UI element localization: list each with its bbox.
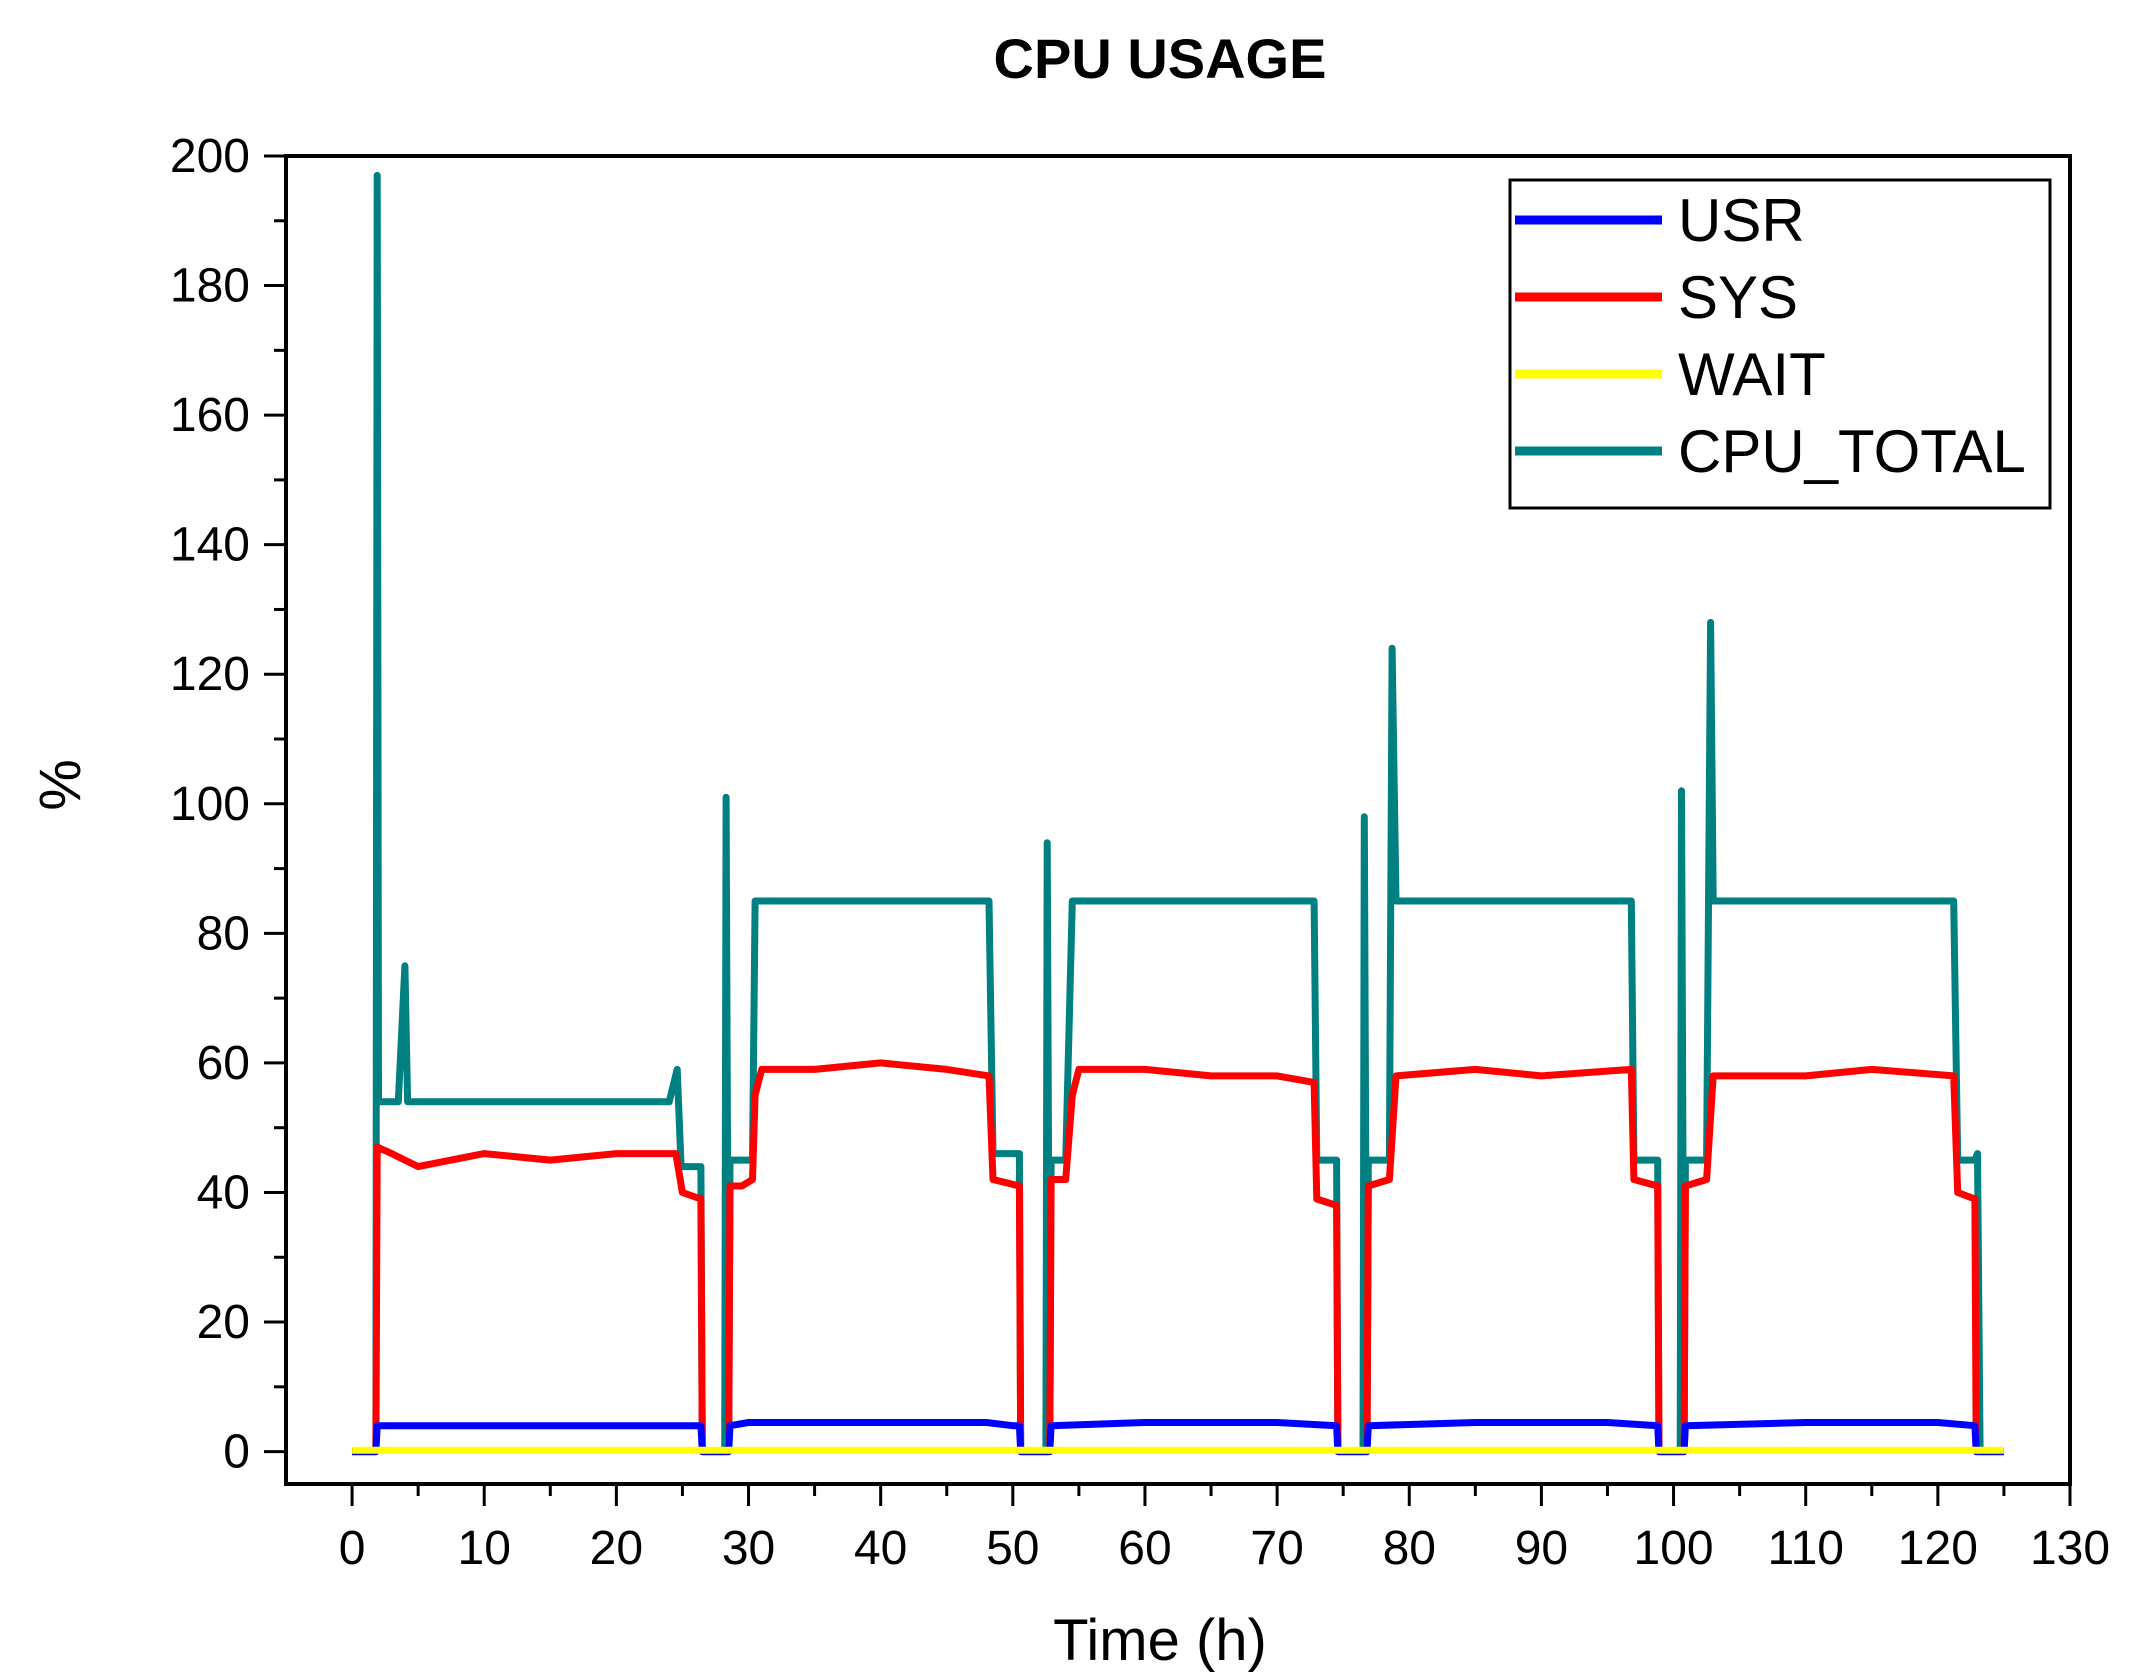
x-tick-label: 0 <box>339 1522 366 1575</box>
y-tick-label: 40 <box>197 1166 250 1219</box>
plot-frame <box>284 154 2072 1486</box>
y-tick-label: 140 <box>170 519 250 572</box>
x-tick-label: 110 <box>1767 1522 1844 1575</box>
x-tick-label: 60 <box>1118 1522 1171 1575</box>
y-axis: 0 20 40 60 80 100 120 140 160 180 200 <box>170 130 286 1479</box>
x-tick-label: 80 <box>1383 1522 1436 1575</box>
legend-label-wait: WAIT <box>1678 341 1826 408</box>
x-axis-label: Time (h) <box>1053 1608 1267 1673</box>
x-axis: 0 10 20 30 40 50 60 70 80 90 100 110 120 130 <box>339 1484 2110 1575</box>
chart-title: CPU USAGE <box>994 27 1327 90</box>
x-tick-label: 130 <box>2030 1522 2110 1575</box>
x-tick-label: 40 <box>854 1522 907 1575</box>
x-tick-label: 100 <box>1634 1522 1714 1575</box>
y-tick-label: 200 <box>170 130 250 183</box>
legend: USR SYS WAIT CPU_TOTAL <box>1508 178 2052 510</box>
series-line-sys <box>352 1059 2004 1456</box>
y-tick-label: 80 <box>197 907 250 960</box>
legend-label-sys: SYS <box>1678 264 1798 331</box>
legend-label-usr: USR <box>1678 187 1805 254</box>
x-tick-label: 120 <box>1898 1522 1978 1575</box>
y-tick-label: 0 <box>223 1426 250 1479</box>
y-tick-label: 60 <box>197 1037 250 1090</box>
x-tick-label: 70 <box>1250 1522 1303 1575</box>
x-tick-label: 10 <box>458 1522 511 1575</box>
y-tick-label: 20 <box>197 1296 250 1349</box>
x-tick-label: 30 <box>722 1522 775 1575</box>
y-tick-label: 160 <box>170 389 250 442</box>
y-tick-label: 120 <box>170 648 250 701</box>
series-line-usr <box>352 1419 2004 1456</box>
x-tick-label: 20 <box>590 1522 643 1575</box>
plot-area <box>352 171 2004 1456</box>
y-axis-label: % <box>28 759 93 811</box>
x-tick-label: 50 <box>986 1522 1039 1575</box>
y-tick-label: 180 <box>170 260 250 313</box>
y-tick-label: 100 <box>170 778 250 831</box>
legend-label-cpu-total: CPU_TOTAL <box>1678 418 2026 485</box>
x-tick-label: 90 <box>1515 1522 1568 1575</box>
